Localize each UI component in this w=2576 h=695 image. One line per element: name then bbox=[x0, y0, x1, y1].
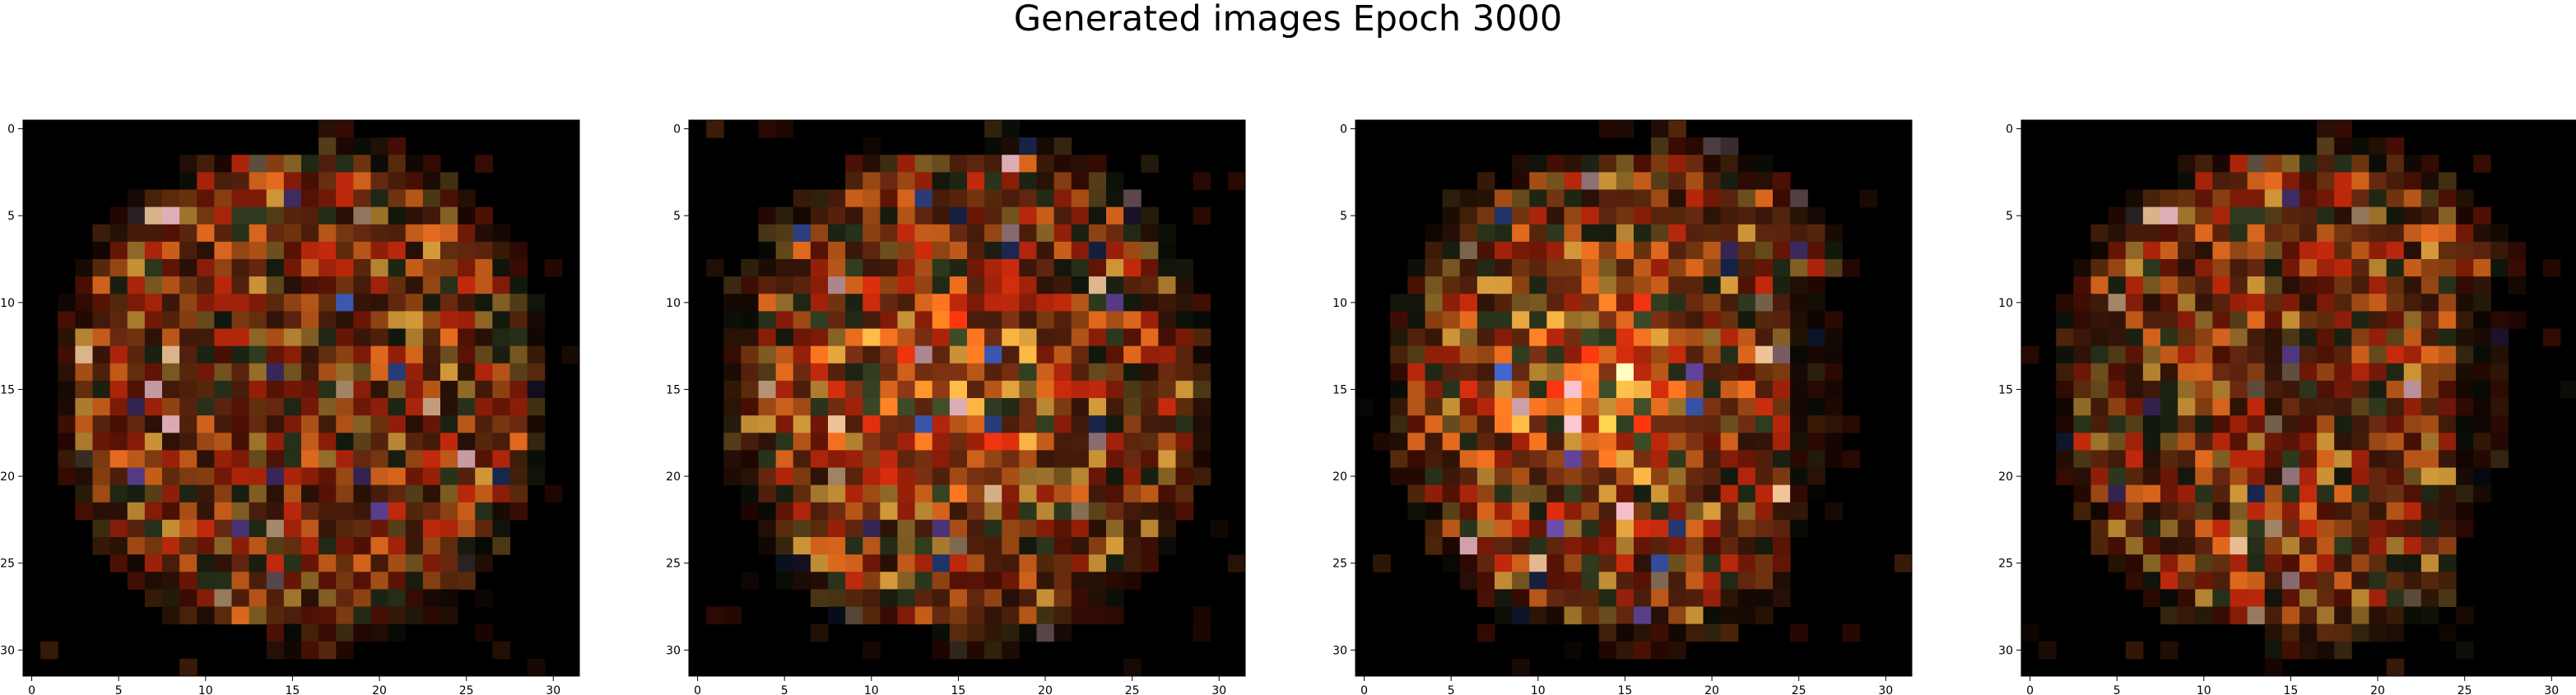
y-tick-label: 20 bbox=[666, 470, 681, 484]
x-tick-label: 20 bbox=[1038, 684, 1053, 695]
y-tick-label: 0 bbox=[673, 123, 681, 137]
x-tick-label: 25 bbox=[1792, 684, 1806, 695]
y-tick-label: 5 bbox=[2006, 210, 2013, 223]
y-tick-label: 30 bbox=[1998, 644, 2013, 657]
x-tick-label: 5 bbox=[115, 684, 123, 695]
pixel-grid bbox=[40, 120, 579, 676]
x-tick-label: 25 bbox=[459, 684, 474, 695]
x-tick-label: 20 bbox=[372, 684, 387, 695]
generated-image-panel-1: 0 5 10 15 20 25 30 0 5 10 15 20 25 30 bbox=[0, 119, 580, 695]
axes-1: 0 5 10 15 20 25 30 0 5 10 15 20 25 30 bbox=[0, 119, 580, 695]
x-tick-label: 15 bbox=[1618, 684, 1633, 695]
y-tick-label: 20 bbox=[1998, 470, 2013, 484]
y-tick-label: 15 bbox=[1998, 383, 2013, 396]
y-tick-label: 5 bbox=[673, 210, 681, 223]
axes-frame bbox=[688, 119, 1246, 677]
x-tick-label: 30 bbox=[1878, 684, 1893, 695]
pixel-grid bbox=[706, 120, 1245, 676]
axes-3: 0 5 10 15 20 25 30 0 5 10 15 20 25 30 bbox=[1332, 119, 1913, 695]
y-tick-label: 10 bbox=[1332, 297, 1347, 310]
x-tick-label: 30 bbox=[1211, 684, 1226, 695]
x-tick-label: 0 bbox=[2026, 684, 2034, 695]
y-tick-label: 10 bbox=[0, 297, 15, 310]
y-tick-label: 25 bbox=[1998, 558, 2013, 571]
y-tick-label: 30 bbox=[1332, 644, 1347, 657]
x-tick-label: 25 bbox=[1125, 684, 1140, 695]
x-tick-label: 0 bbox=[28, 684, 35, 695]
axes-frame bbox=[2020, 119, 2576, 677]
x-tick-label: 10 bbox=[2197, 684, 2211, 695]
y-tick-label: 15 bbox=[666, 383, 681, 396]
y-tick-label: 0 bbox=[7, 123, 15, 137]
generated-image-panel-4: 0 5 10 15 20 25 30 0 5 10 15 20 25 30 bbox=[1998, 119, 2576, 695]
y-tick-label: 30 bbox=[666, 644, 681, 657]
y-tick-label: 25 bbox=[0, 558, 15, 571]
generated-image-panel-2: 0 5 10 15 20 25 30 0 5 10 15 20 25 30 bbox=[666, 119, 1246, 695]
y-tick-label: 5 bbox=[7, 210, 15, 223]
y-tick-label: 30 bbox=[0, 644, 15, 657]
pixel-grid bbox=[1355, 120, 1912, 676]
x-tick-label: 30 bbox=[546, 684, 560, 695]
x-tick-label: 10 bbox=[864, 684, 879, 695]
y-tick-label: 5 bbox=[1340, 210, 1347, 223]
y-tick-label: 20 bbox=[0, 470, 15, 484]
image-canvas-1 bbox=[23, 120, 579, 676]
x-tick-label: 15 bbox=[2284, 684, 2299, 695]
generated-image-panel-3: 0 5 10 15 20 25 30 0 5 10 15 20 25 30 bbox=[1332, 119, 1913, 695]
x-tick-label: 0 bbox=[1360, 684, 1368, 695]
x-tick-label: 5 bbox=[2113, 684, 2121, 695]
y-tick-label: 0 bbox=[1340, 123, 1347, 137]
image-canvas-2 bbox=[689, 120, 1245, 676]
image-canvas-4 bbox=[2021, 120, 2576, 676]
y-tick-label: 10 bbox=[666, 297, 681, 310]
axes-frame bbox=[1355, 119, 1913, 677]
x-tick-label: 5 bbox=[781, 684, 788, 695]
x-tick-label: 15 bbox=[286, 684, 300, 695]
x-tick-label: 20 bbox=[2370, 684, 2385, 695]
x-tick-label: 10 bbox=[198, 684, 213, 695]
y-tick-label: 10 bbox=[1998, 297, 2013, 310]
x-tick-label: 0 bbox=[694, 684, 701, 695]
x-tick-label: 10 bbox=[1531, 684, 1546, 695]
x-tick-label: 20 bbox=[1704, 684, 1719, 695]
y-tick-label: 0 bbox=[2006, 123, 2013, 137]
image-canvas-3 bbox=[1355, 120, 1912, 676]
x-tick-label: 25 bbox=[2457, 684, 2472, 695]
y-tick-label: 15 bbox=[1332, 383, 1347, 396]
axes-frame bbox=[22, 119, 580, 677]
y-tick-label: 20 bbox=[1332, 470, 1347, 484]
x-tick-label: 30 bbox=[2544, 684, 2559, 695]
y-tick-label: 15 bbox=[0, 383, 15, 396]
x-tick-label: 15 bbox=[951, 684, 966, 695]
x-tick-label: 5 bbox=[1448, 684, 1455, 695]
axes-4: 0 5 10 15 20 25 30 0 5 10 15 20 25 30 bbox=[1998, 119, 2576, 695]
axes-2: 0 5 10 15 20 25 30 0 5 10 15 20 25 30 bbox=[666, 119, 1246, 695]
y-tick-label: 25 bbox=[666, 558, 681, 571]
figure-title: Generated images Epoch 3000 bbox=[1013, 0, 1563, 39]
y-tick-label: 25 bbox=[1332, 558, 1347, 571]
pixel-grid bbox=[2021, 120, 2576, 676]
